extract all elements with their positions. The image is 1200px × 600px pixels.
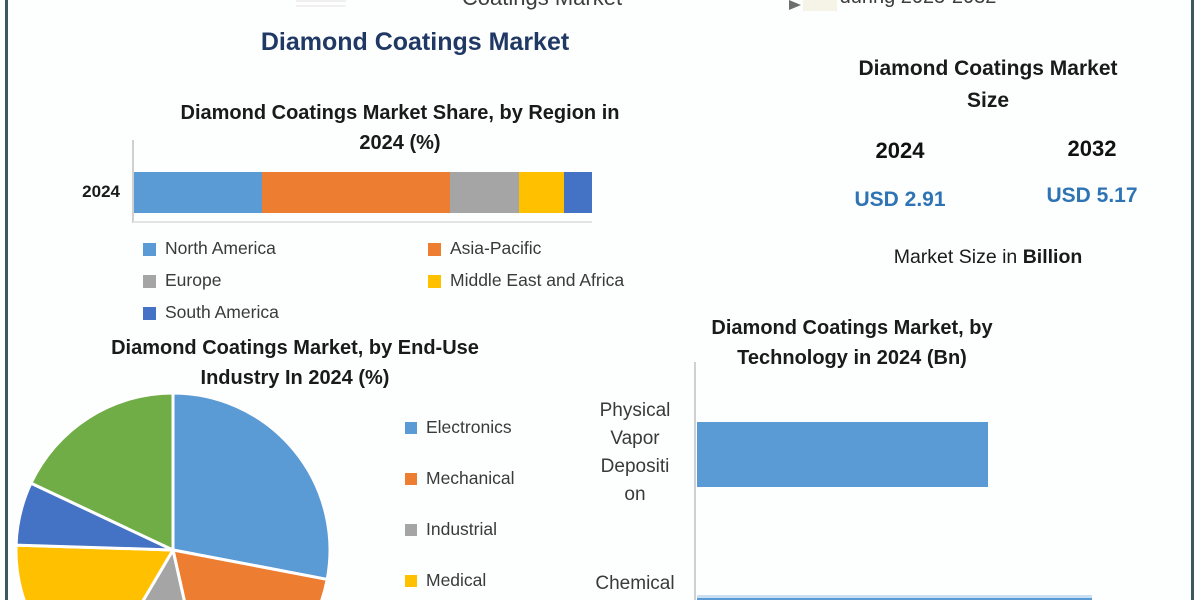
region-legend-column-1: North America Europe South America (143, 233, 279, 329)
region-chart-title: Diamond Coatings Market Share, by Region… (125, 98, 675, 158)
bar-segment-middle-east-and-africa (518, 172, 565, 213)
legend-item-north-america: North America (143, 233, 279, 265)
bar-segment-europe (450, 172, 519, 213)
pie-slice-electronics (171, 391, 332, 581)
legend-swatch (405, 473, 417, 485)
legend-item-mechanical: Mechanical (405, 470, 515, 488)
legend-swatch (428, 274, 441, 288)
market-size-value-2024: USD 2.91 (854, 188, 946, 211)
pie-chart-title-line2: Industry In 2024 (%) (200, 367, 390, 389)
cropped-heading-right: during 2025-2032 (838, 0, 998, 9)
legend-item-europe: Europe (143, 265, 279, 297)
cropped-arrow-icon (789, 0, 801, 10)
region-chart-category-label: 2024 (82, 182, 120, 201)
market-size-title-line2: Size (966, 88, 1010, 112)
pie-slice-medical (14, 543, 175, 600)
legend-item-medical: Medical (405, 572, 515, 590)
legend-label: Asia-Pacific (450, 238, 542, 259)
region-chart-title-line2: 2024 (%) (359, 132, 441, 154)
technology-chart-y-axis (694, 362, 696, 600)
market-size-year-2024: 2024 (875, 138, 925, 163)
legend-swatch (143, 306, 156, 320)
legend-item-industrial: Industrial (405, 521, 515, 539)
legend-item-electronics: Electronics (405, 419, 515, 437)
end-use-pie-chart (14, 391, 332, 600)
cropped-logo-fragment-left (296, 0, 346, 9)
market-size-title-line1: Diamond Coatings Market (858, 57, 1118, 80)
market-size-caption-prefix: Market Size in (893, 246, 1023, 268)
bar-segment-south-america (564, 172, 592, 213)
market-size-value-2032: USD 5.17 (1046, 184, 1138, 207)
legend-item-asia-pacific: Asia-Pacific (428, 233, 624, 265)
market-size-caption: Market Size in Billion (810, 246, 1166, 269)
region-chart-y-axis (132, 140, 134, 223)
left-frame-line (5, 0, 8, 600)
pie-slice-industrial (141, 548, 186, 600)
technology-bar-pvd (697, 422, 988, 487)
right-frame-line (1191, 0, 1194, 600)
pie-slice-unlabeled (29, 391, 175, 552)
legend-swatch (405, 575, 417, 587)
technology-category-pvd: Physical Vapor Depositi on (599, 400, 671, 506)
legend-item-south-america: South America (143, 297, 279, 329)
legend-swatch (428, 242, 441, 256)
region-chart-title-line1: Diamond Coatings Market Share, by Region… (180, 102, 620, 124)
page-title: Diamond Coatings Market (260, 28, 570, 56)
legend-item-middle-east-and-africa: Middle East and Africa (428, 265, 624, 297)
legend-label: South America (165, 302, 279, 323)
region-legend-column-2: Asia-Pacific Middle East and Africa (428, 233, 624, 297)
technology-category-chemical: Chemical (595, 573, 675, 594)
legend-swatch (143, 274, 156, 288)
region-chart-x-axis (133, 221, 592, 223)
legend-swatch (405, 524, 417, 536)
technology-bar-chemical (697, 595, 1092, 600)
pie-chart-title: Diamond Coatings Market, by End-Use Indu… (20, 333, 570, 393)
technology-chart-title: Diamond Coatings Market, by Technology i… (672, 313, 1032, 373)
pie-legend: Electronics Mechanical Industrial Medical (405, 419, 515, 600)
legend-swatch (143, 242, 156, 256)
pie-chart-title-line1: Diamond Coatings Market, by End-Use (111, 337, 479, 359)
legend-swatch (405, 422, 417, 434)
legend-label: North America (165, 238, 276, 259)
legend-label: Medical (426, 570, 487, 591)
bar-segment-north-america (134, 172, 263, 213)
legend-label: Middle East and Africa (450, 270, 625, 291)
market-size-title: Diamond Coatings Market Size (810, 53, 1166, 116)
legend-label: Electronics (426, 417, 512, 438)
region-stacked-bar (134, 172, 592, 213)
legend-label: Mechanical (426, 468, 515, 489)
cropped-heading-left: Coatings Market (412, 0, 672, 11)
market-size-year-2032: 2032 (1067, 136, 1117, 161)
legend-label: Industrial (426, 519, 498, 540)
bar-segment-asia-pacific (262, 172, 450, 213)
legend-label: Europe (165, 270, 222, 291)
technology-chart-title-line2: Technology in 2024 (Bn) (737, 347, 967, 369)
technology-chart-title-line1: Diamond Coatings Market, by (711, 317, 993, 339)
cropped-logo-fragment-right (803, 0, 837, 11)
pie-slice-mechanical (171, 548, 329, 600)
market-size-caption-unit: Billion (1022, 246, 1083, 268)
